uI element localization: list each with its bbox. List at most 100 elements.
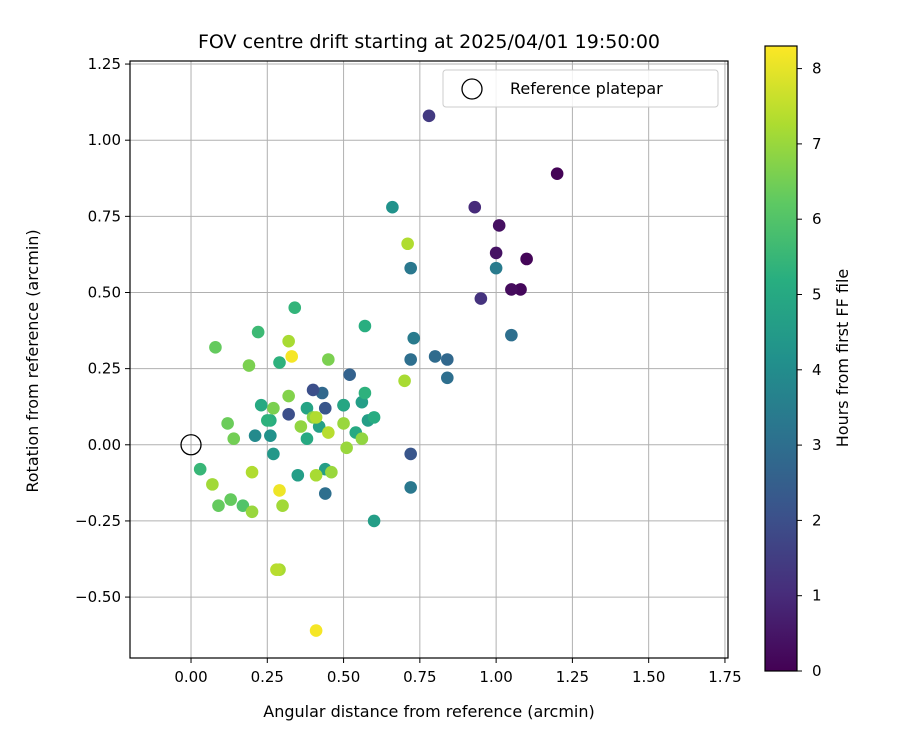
data-point <box>367 514 381 528</box>
data-point <box>236 499 250 513</box>
data-point <box>489 246 503 260</box>
y-tick-label: 0.00 <box>88 436 121 454</box>
data-point <box>300 432 314 445</box>
y-tick-label: 1.25 <box>88 55 121 73</box>
chart-title: FOV centre drift starting at 2025/04/01 … <box>198 31 660 53</box>
legend-entry-reference-platepar: Reference platepar <box>510 79 663 98</box>
data-point <box>386 200 399 214</box>
data-point <box>282 334 295 348</box>
data-point <box>282 408 295 421</box>
y-axis-label: Rotation from reference (arcmin) <box>23 229 42 492</box>
data-point <box>322 426 335 439</box>
data-point <box>550 167 564 180</box>
legend: Reference platepar <box>442 69 719 108</box>
data-point <box>355 432 369 445</box>
data-point <box>209 341 222 354</box>
data-point <box>337 398 350 412</box>
y-tick-label: 0.25 <box>88 360 121 378</box>
data-point <box>306 383 320 397</box>
data-point <box>404 261 417 275</box>
data-point <box>520 252 533 266</box>
data-point <box>254 398 268 412</box>
x-tick-label: 1.25 <box>556 668 589 686</box>
data-point <box>273 356 286 369</box>
data-point <box>407 331 421 345</box>
data-point <box>251 325 265 339</box>
data-point <box>288 301 302 315</box>
data-point <box>300 401 314 415</box>
data-point <box>267 447 280 461</box>
data-point <box>422 109 436 123</box>
data-point <box>221 417 234 430</box>
data-point <box>343 368 356 382</box>
data-point <box>325 465 338 479</box>
data-point <box>245 505 259 519</box>
data-point <box>514 283 527 296</box>
data-point <box>309 624 323 637</box>
data-point <box>318 487 332 500</box>
data-point <box>318 401 332 415</box>
data-point <box>267 401 280 415</box>
data-point <box>404 447 417 461</box>
data-point <box>367 411 381 424</box>
y-tick-label: 0.75 <box>88 207 121 225</box>
legend-reference-marker <box>461 78 483 100</box>
data-point <box>489 261 503 275</box>
colorbar: 0 1 2 3 4 5 6 7 8 Hours from first FF file <box>764 45 852 680</box>
data-point <box>245 465 259 479</box>
data-point <box>358 319 372 333</box>
data-point <box>358 386 372 400</box>
colorbar-tick-label: 5 <box>812 285 822 303</box>
data-point <box>294 420 308 433</box>
data-point <box>340 441 353 455</box>
data-point <box>270 563 283 576</box>
grid-lines <box>130 61 728 658</box>
x-tick-label: 0.25 <box>251 668 284 686</box>
data-point <box>505 328 518 342</box>
y-tick-label: 0.50 <box>88 283 121 301</box>
y-axis-ticks: −0.50 −0.25 0.00 0.25 0.50 0.75 1.00 1.25 <box>75 55 130 606</box>
colorbar-tick-label: 3 <box>812 436 822 454</box>
data-point <box>227 432 241 445</box>
colorbar-gradient <box>764 45 798 672</box>
data-point <box>404 481 417 494</box>
colorbar-ticks: 0 1 2 3 4 5 6 7 8 <box>797 60 822 680</box>
x-tick-label: 1.50 <box>632 668 665 686</box>
data-point <box>468 200 482 214</box>
data-point <box>264 429 277 442</box>
colorbar-label: Hours from first FF file <box>833 269 852 448</box>
legend-box <box>442 69 719 108</box>
x-tick-label: 1.00 <box>479 668 512 686</box>
data-point <box>248 429 262 442</box>
data-point <box>212 499 225 513</box>
data-point <box>193 462 207 476</box>
colorbar-tick-label: 6 <box>812 210 822 228</box>
colorbar-tick-label: 4 <box>812 361 822 379</box>
scatter-points <box>193 109 564 637</box>
data-point <box>309 411 323 424</box>
data-point <box>337 417 350 430</box>
data-point <box>322 353 335 366</box>
x-tick-label: 1.75 <box>708 668 741 686</box>
x-axis-label: Angular distance from reference (arcmin) <box>263 702 594 721</box>
x-axis-ticks: 0.00 0.25 0.50 0.75 1.00 1.25 1.50 1.75 <box>174 658 742 686</box>
colorbar-tick-label: 2 <box>812 511 822 529</box>
data-point <box>474 292 488 305</box>
data-point <box>224 493 237 506</box>
y-tick-label: −0.50 <box>75 588 121 606</box>
data-point <box>276 499 289 513</box>
data-point <box>282 389 295 403</box>
data-point <box>285 350 299 363</box>
data-point <box>492 219 506 232</box>
x-tick-label: 0.50 <box>327 668 360 686</box>
colorbar-tick-label: 0 <box>812 662 822 680</box>
colorbar-tick-label: 8 <box>812 60 822 78</box>
data-point <box>505 283 518 296</box>
y-tick-label: 1.00 <box>88 131 121 149</box>
colorbar-tick-label: 1 <box>812 587 822 605</box>
y-tick-label: −0.25 <box>75 512 121 530</box>
data-point <box>309 468 323 482</box>
data-point <box>428 350 442 363</box>
reference-platepar-marker <box>180 434 202 456</box>
